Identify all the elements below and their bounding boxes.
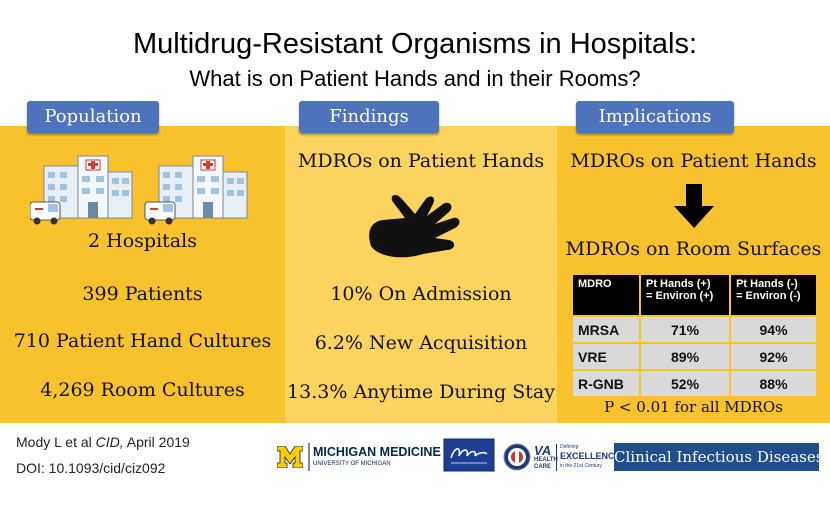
implications-heading: Implications bbox=[576, 101, 734, 133]
va-seal-icon bbox=[503, 443, 531, 471]
mdro-table: MDRO Pt Hands (+) = Environ (+) Pt Hands… bbox=[571, 273, 818, 398]
implications-from: MDROs on Patient Hands bbox=[570, 150, 817, 172]
table-cell: R-GNB bbox=[571, 369, 641, 398]
michigan-medicine-logo: MICHIGAN MEDICINE UNIVERSITY OF MICHIGAN bbox=[277, 443, 447, 473]
table-cell: MRSA bbox=[571, 315, 641, 344]
stat-patients: 399 Patients bbox=[82, 283, 203, 305]
population-panel: 2 Hospitals 399 Patients 710 Patient Han… bbox=[0, 126, 285, 423]
stat-new-acquisition: 6.2% New Acquisition bbox=[314, 332, 528, 354]
findings-heading: Findings bbox=[299, 101, 439, 133]
arrow-down-icon bbox=[674, 184, 714, 228]
doi: DOI: 10.1093/cid/ciz092 bbox=[16, 460, 166, 476]
implications-panel: MDROs on Patient Hands MDROs on Room Sur… bbox=[557, 126, 830, 423]
journal-logo: Clinical Infectious Diseases bbox=[614, 443, 819, 471]
page-title: Multidrug-Resistant Organisms in Hospita… bbox=[132, 28, 698, 60]
stat-hand-cultures: 710 Patient Hand Cultures bbox=[13, 330, 272, 352]
table-cell: 88% bbox=[729, 369, 818, 398]
table-row: R-GNB 52% 88% bbox=[571, 369, 818, 398]
table-row: VRE 89% 92% bbox=[571, 342, 818, 371]
stat-hospitals: 2 Hospitals bbox=[88, 230, 197, 252]
henry-ford-logo bbox=[443, 438, 495, 472]
page-subtitle: What is on Patient Hands and in their Ro… bbox=[189, 66, 641, 91]
table-cell: VRE bbox=[571, 342, 641, 371]
table-cell: 52% bbox=[638, 369, 732, 398]
block-m-icon bbox=[277, 446, 303, 468]
table-header: Pt Hands (-) = Environ (-) bbox=[729, 273, 818, 317]
table-cell: 94% bbox=[729, 315, 818, 344]
population-heading: Population bbox=[27, 101, 159, 133]
findings-subheading: MDROs on Patient Hands bbox=[297, 150, 545, 172]
hand-icon bbox=[369, 195, 460, 258]
table-cell: 89% bbox=[638, 342, 732, 371]
findings-panel: MDROs on Patient Hands 10% On Admission … bbox=[285, 126, 557, 423]
table-row: MRSA 71% 94% bbox=[571, 315, 818, 344]
citation: Mody L et al CID, April 2019 bbox=[16, 434, 190, 450]
table-cell: 71% bbox=[638, 315, 732, 344]
table-cell: 92% bbox=[729, 342, 818, 371]
table-header: Pt Hands (+) = Environ (+) bbox=[638, 273, 732, 317]
va-health-care-logo: VA HEALTH CARE Defining EXCELLENCE in th… bbox=[534, 443, 621, 471]
stat-room-cultures: 4,269 Room Cultures bbox=[40, 379, 245, 401]
implications-to: MDROs on Room Surfaces bbox=[565, 238, 822, 260]
hospital-icon bbox=[29, 152, 260, 236]
table-header: MDRO bbox=[571, 273, 641, 317]
stat-anytime: 13.3% Anytime During Stay bbox=[287, 381, 555, 403]
p-value-note: P < 0.01 for all MDROs bbox=[604, 398, 783, 416]
stat-on-admission: 10% On Admission bbox=[330, 283, 512, 305]
